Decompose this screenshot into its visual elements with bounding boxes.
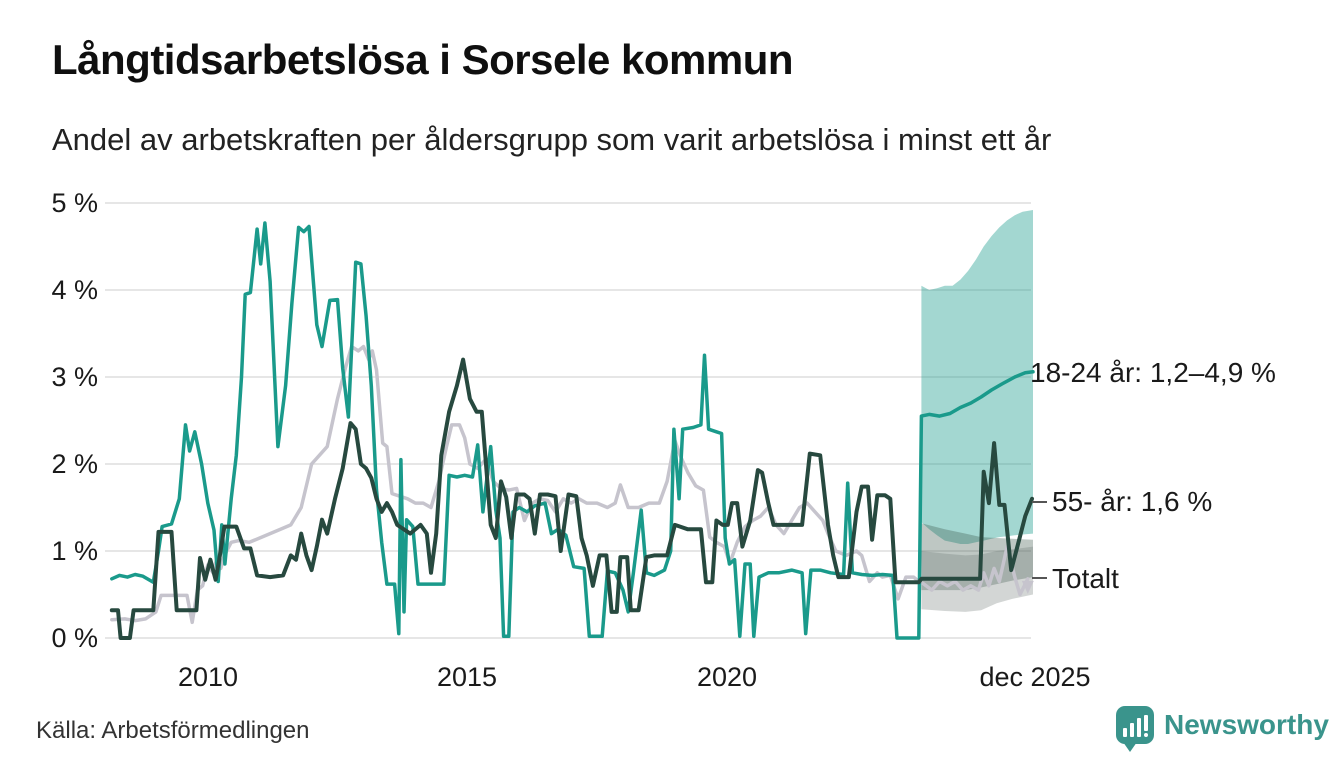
y-tick-3: 3 %	[51, 362, 98, 392]
x-tick-2020: 2020	[696, 662, 758, 692]
y-tick-4: 4 %	[51, 275, 98, 305]
forecast-band-18-24 år	[921, 210, 1033, 544]
newsworthy-logo: Newsworthy	[1116, 706, 1329, 752]
totalt-end-arrow-icon	[1021, 580, 1034, 594]
annotation-totalt: Totalt	[1052, 563, 1119, 594]
y-tick-0: 0 %	[51, 623, 98, 653]
series-line-55- år	[109, 357, 1034, 640]
logo-bar-icon	[1129, 723, 1134, 737]
y-tick-2: 2 %	[51, 449, 98, 479]
page-title: Långtidsarbetslösa i Sorsele kommun	[52, 36, 794, 83]
x-tick-2010: 2010	[177, 662, 239, 692]
annotation-55: 55- år: 1,6 %	[1052, 486, 1213, 517]
annotation-18-24: 18-24 år: 1,2–4,9 %	[1030, 357, 1276, 388]
y-tick-1: 1 %	[51, 536, 98, 566]
logo-bar-icon	[1136, 718, 1141, 737]
logo-bar-icon	[1122, 728, 1127, 737]
x-tick-2015: 2015	[436, 662, 498, 692]
newsworthy-icon	[1116, 706, 1154, 752]
series-line-Totalt	[110, 344, 1030, 625]
logo-exclamation-icon	[1143, 715, 1148, 737]
source-note: Källa: Arbetsförmedlingen	[36, 717, 310, 744]
brand-name: Newsworthy	[1164, 709, 1329, 740]
x-tick-dec-2025: dec 2025	[979, 662, 1091, 692]
y-tick-5: 5 %	[51, 188, 98, 218]
forecast-band-55- år	[921, 523, 1033, 591]
chart-subtitle: Andel av arbetskraften per åldersgrupp s…	[52, 122, 1052, 157]
